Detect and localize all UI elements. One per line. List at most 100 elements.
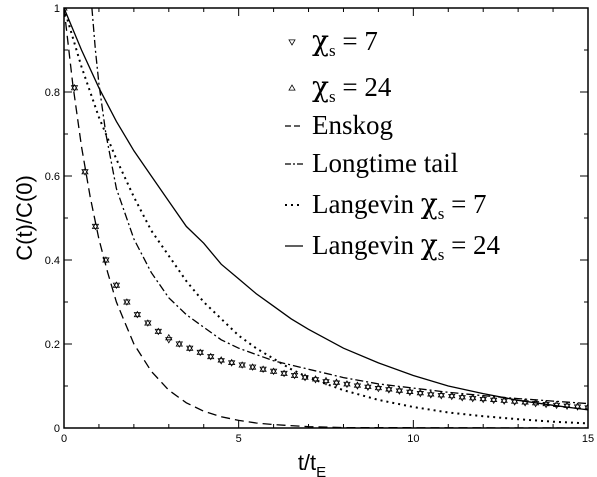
data-point-1-38 xyxy=(458,393,466,400)
data-point-1-1 xyxy=(70,84,79,91)
legend-label-0: χs = 7 xyxy=(312,24,378,60)
data-point-0-38 xyxy=(458,395,466,402)
legend-row-1: χs = 24 xyxy=(288,70,392,106)
series-2 xyxy=(64,8,588,428)
series-5 xyxy=(64,8,588,411)
series-layer xyxy=(64,8,588,428)
data-point-1-47 xyxy=(552,400,561,407)
ticks-layer: 0 5 10 15 0 0.2 0.4 0.6 0.8 1 xyxy=(45,3,594,445)
legend-label-part-3-0: Longtime tail xyxy=(312,148,458,178)
data-point-0-13 xyxy=(196,349,204,357)
data-point-1-30 xyxy=(374,383,383,391)
data-point-0-28 xyxy=(353,383,362,390)
y-tick-label-2: 0.4 xyxy=(45,255,60,267)
data-point-0-31 xyxy=(385,387,393,394)
data-point-1-36 xyxy=(437,391,445,398)
x-tick-label-3: 15 xyxy=(582,433,594,445)
data-point-0-23 xyxy=(301,375,309,382)
legend-label-5: Langevin χs = 24 xyxy=(312,228,501,264)
legend-marker-1 xyxy=(288,84,296,91)
data-point-0-30 xyxy=(374,386,383,393)
data-point-0-49 xyxy=(573,404,582,411)
data-point-0-37 xyxy=(448,393,456,401)
series-line-3 xyxy=(91,8,588,405)
data-point-0-29 xyxy=(364,384,372,392)
legend-label-2: Enskog xyxy=(312,110,393,140)
data-point-0-12 xyxy=(186,345,194,352)
labels-layer: t/tE C(t)/C(0) xyxy=(12,175,326,477)
legend-row-4: Langevin χs = 7 xyxy=(285,187,487,223)
data-point-1-37 xyxy=(448,391,456,399)
data-point-1-35 xyxy=(427,390,435,397)
legend-label-part-4-2: s xyxy=(438,204,445,223)
data-point-0-18 xyxy=(248,364,257,371)
data-point-1-7 xyxy=(133,310,142,318)
data-point-1-41 xyxy=(489,395,498,402)
data-point-0-7 xyxy=(133,312,142,319)
legend-row-3: Longtime tail xyxy=(285,148,458,178)
data-point-0-34 xyxy=(416,391,425,398)
data-point-0-19 xyxy=(259,366,267,373)
data-point-1-9 xyxy=(154,327,163,334)
data-point-0-8 xyxy=(144,320,152,327)
data-point-1-22 xyxy=(290,371,299,379)
data-point-0-50 xyxy=(584,405,588,412)
data-point-0-16 xyxy=(227,360,236,367)
y-tick-label-1: 0.2 xyxy=(45,339,60,351)
x-tick-label-2: 10 xyxy=(407,433,419,445)
legend-label-part-0-0: χ xyxy=(312,24,329,57)
series-3 xyxy=(91,8,588,405)
data-point-0-5 xyxy=(112,282,121,289)
data-point-1-17 xyxy=(238,361,246,368)
data-point-1-34 xyxy=(416,388,425,396)
data-point-1-32 xyxy=(395,386,404,393)
data-point-1-50 xyxy=(584,403,588,410)
data-point-0-40 xyxy=(479,396,487,404)
x-axis-label: t/tE xyxy=(298,450,326,477)
legend-label-part-4-0: Langevin xyxy=(312,189,421,219)
y-tick-label-3: 0.6 xyxy=(45,171,60,183)
data-point-1-27 xyxy=(343,380,351,387)
series-line-2 xyxy=(64,8,588,428)
data-point-1-39 xyxy=(469,393,477,401)
legend-label-part-5-2: s xyxy=(438,245,445,264)
data-point-0-11 xyxy=(175,341,183,348)
data-point-0-14 xyxy=(207,354,215,361)
data-point-1-2 xyxy=(81,168,89,175)
legend-label-part-0-1: s xyxy=(329,41,336,60)
data-point-0-24 xyxy=(311,377,320,384)
data-point-1-8 xyxy=(144,319,152,326)
data-point-1-33 xyxy=(406,387,414,394)
data-point-0-1 xyxy=(70,85,79,92)
data-point-0-45 xyxy=(531,401,540,408)
y-tick-label-5: 1 xyxy=(54,3,60,15)
data-point-1-3 xyxy=(91,222,100,229)
x-axis-label-main: t/t xyxy=(298,450,316,475)
legend-label-1: χs = 24 xyxy=(312,70,392,106)
data-point-1-43 xyxy=(510,397,519,404)
data-point-0-26 xyxy=(332,380,341,387)
data-point-0-35 xyxy=(427,392,435,399)
data-point-0-9 xyxy=(154,328,163,336)
data-point-0-6 xyxy=(123,299,131,306)
data-point-0-41 xyxy=(489,397,498,405)
y-tick-label-4: 0.8 xyxy=(45,87,60,99)
data-point-1-5 xyxy=(112,281,121,288)
y-axis-label: C(t)/C(0) xyxy=(12,175,37,261)
legend-label-part-1-0: χ xyxy=(312,70,329,103)
data-point-0-22 xyxy=(290,372,299,380)
data-point-1-29 xyxy=(364,382,372,389)
data-point-1-46 xyxy=(542,399,550,407)
legend-label-part-5-3: = 24 xyxy=(444,230,500,260)
data-point-1-19 xyxy=(259,365,267,372)
series-4 xyxy=(64,8,588,425)
data-point-0-39 xyxy=(469,396,477,403)
data-point-1-42 xyxy=(500,396,508,403)
data-point-0-10 xyxy=(165,337,173,344)
legend-label-part-4-3: = 7 xyxy=(444,189,486,219)
y-tick-label-0: 0 xyxy=(54,423,60,435)
data-point-0-36 xyxy=(437,393,445,400)
data-point-1-10 xyxy=(165,333,173,341)
data-point-0-2 xyxy=(81,169,89,176)
